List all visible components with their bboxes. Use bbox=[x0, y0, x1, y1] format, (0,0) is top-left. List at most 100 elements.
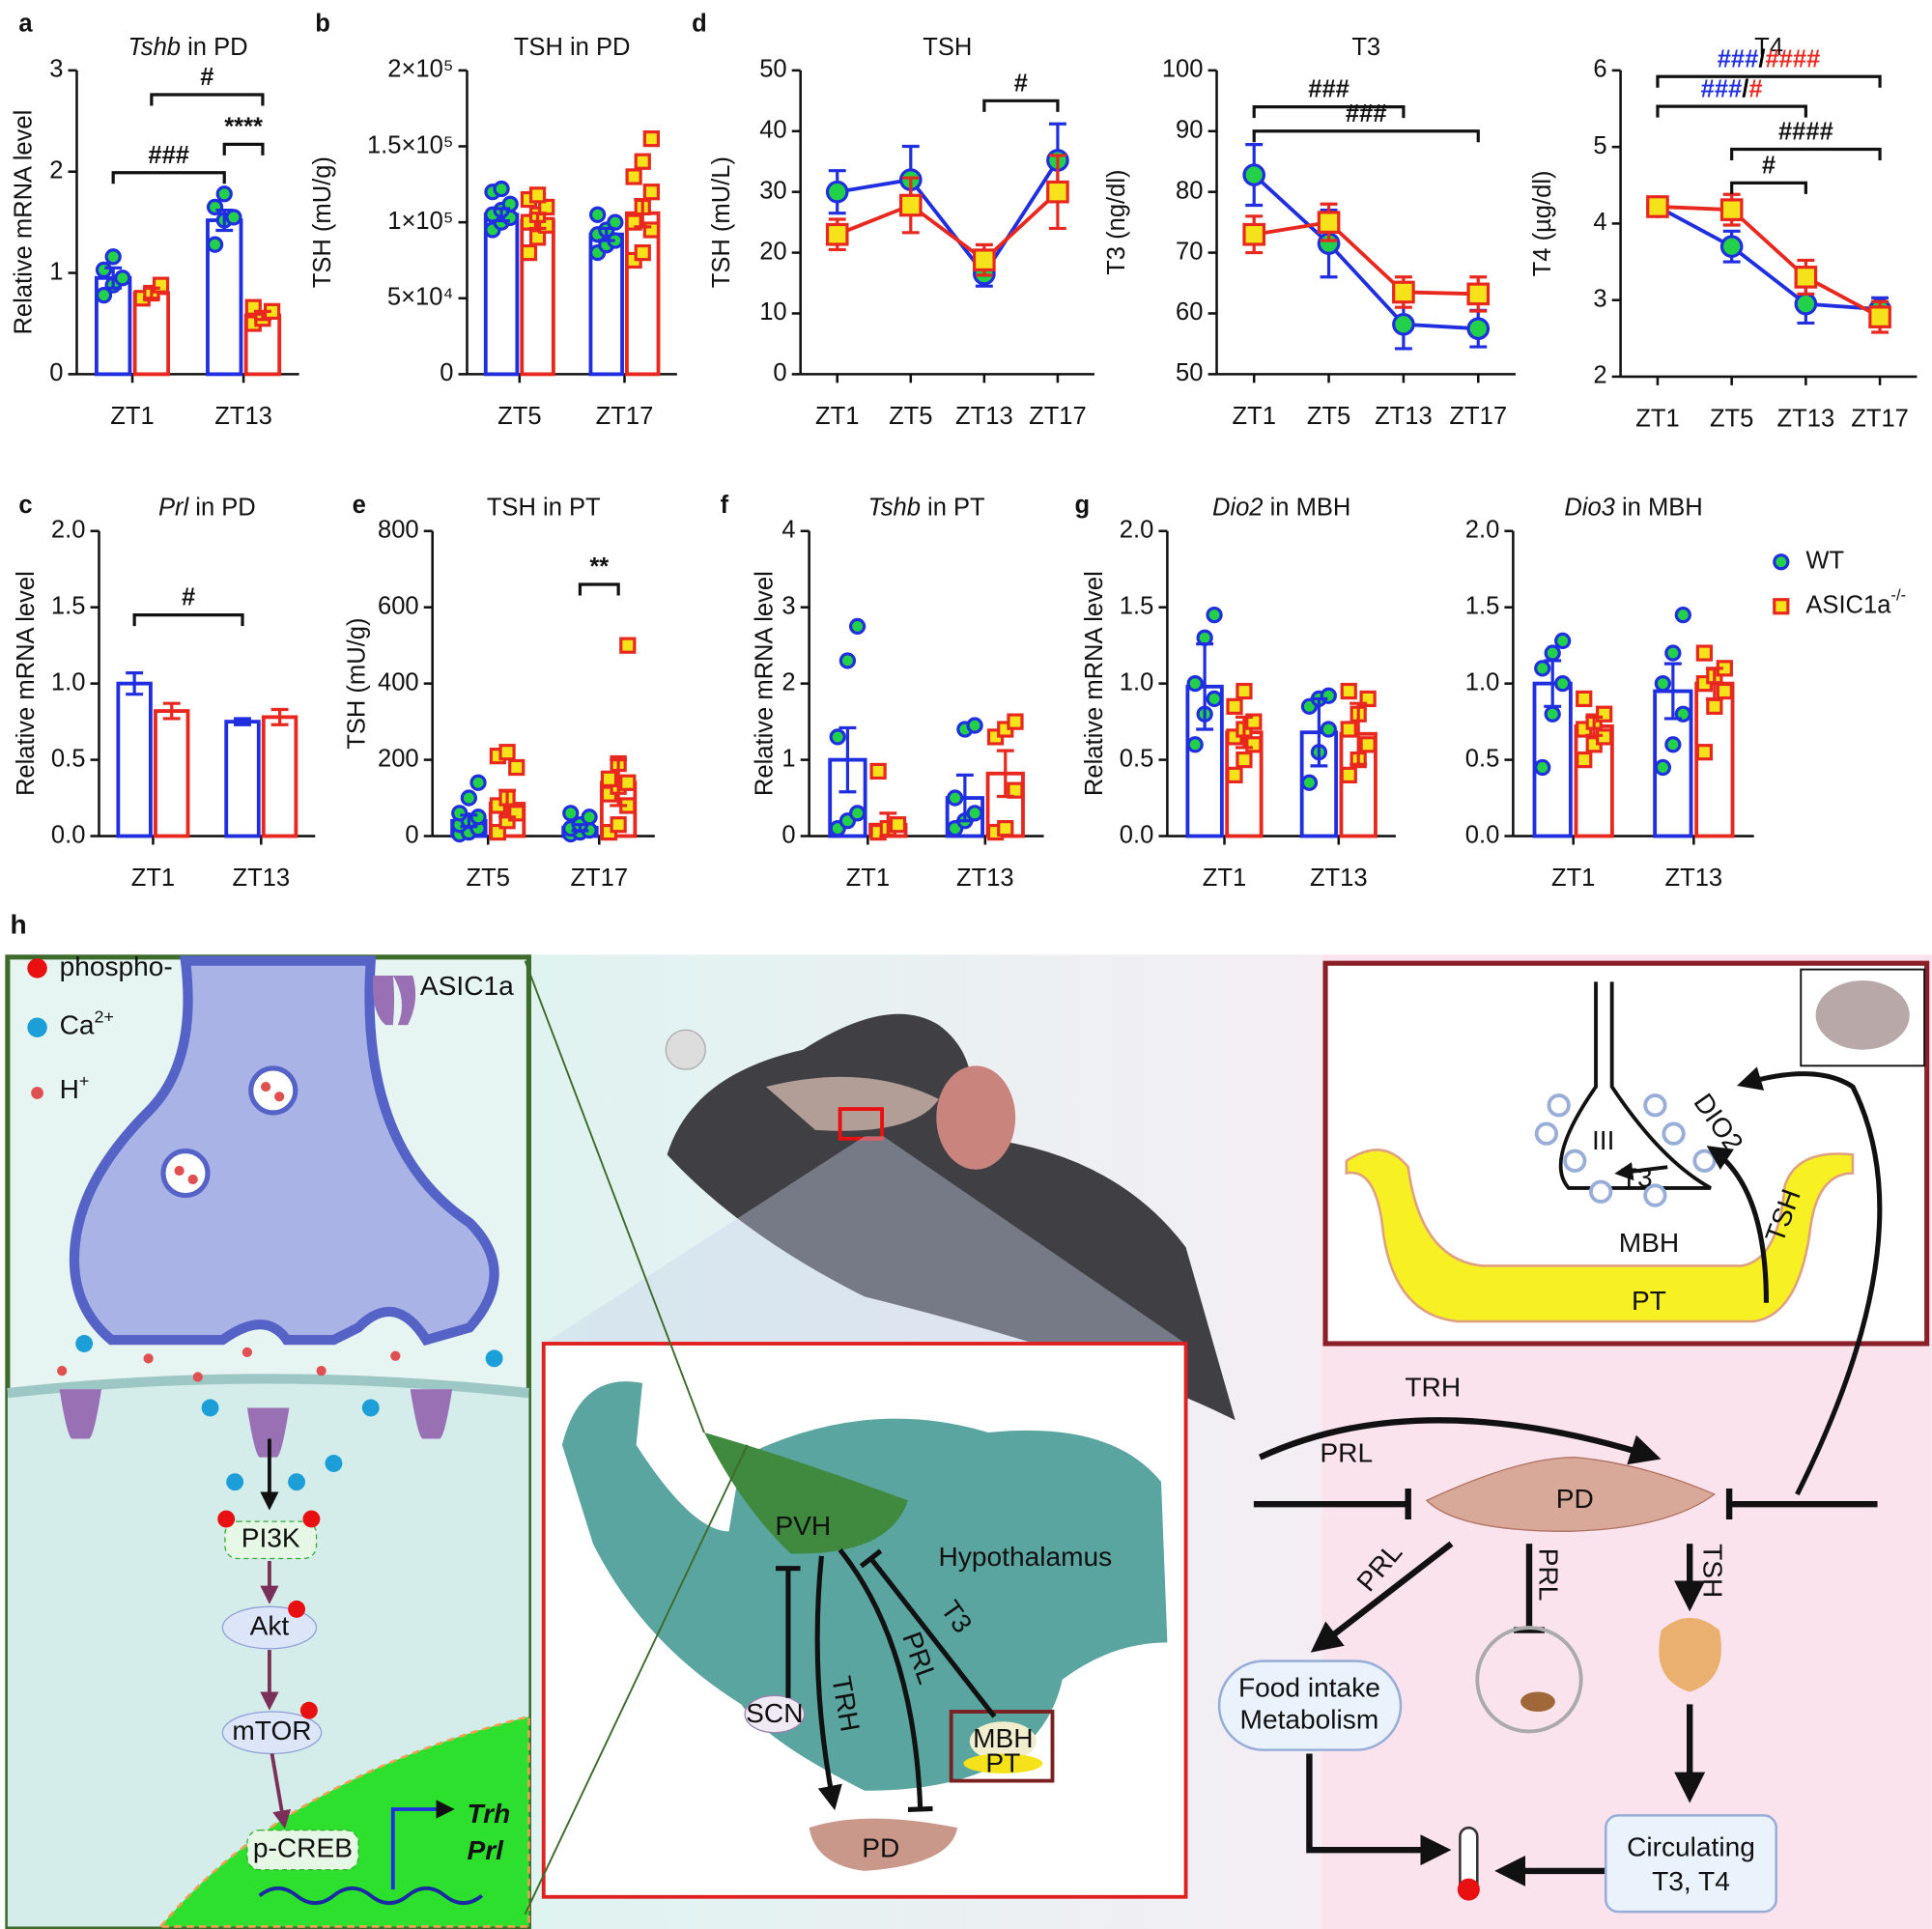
data-point bbox=[825, 180, 849, 204]
y-tick-label: 4 bbox=[1593, 209, 1606, 236]
y-tick-label: 1 bbox=[781, 745, 795, 772]
y-tick-label: 400 bbox=[378, 668, 419, 695]
data-point bbox=[95, 261, 113, 279]
y-tick-label: 2 bbox=[1593, 362, 1606, 389]
data-point bbox=[1317, 211, 1341, 234]
data-point bbox=[1242, 163, 1266, 186]
connector bbox=[524, 1444, 749, 1915]
mtor-box bbox=[221, 1711, 323, 1755]
proton bbox=[174, 1165, 185, 1177]
chart-title: Dio3 in MBH bbox=[1564, 494, 1702, 521]
data-point bbox=[1236, 682, 1253, 700]
pathway-node: mTOR bbox=[232, 1716, 311, 1745]
significance-label: ### bbox=[1346, 100, 1387, 128]
y-tick-label: 5 bbox=[1593, 132, 1606, 159]
data-point bbox=[460, 789, 478, 807]
significance-bracket bbox=[132, 612, 244, 627]
proton bbox=[390, 1350, 401, 1361]
data-point bbox=[206, 236, 224, 253]
food-label: Food intake bbox=[1238, 1672, 1380, 1702]
significance-bracket bbox=[578, 582, 620, 596]
chart-title: T4 bbox=[1754, 34, 1783, 61]
y-axis-label: T4 (µg/dl) bbox=[1529, 170, 1556, 276]
y-tick-label: 10 bbox=[759, 298, 786, 326]
y-tick-label: 50 bbox=[1176, 359, 1203, 386]
line bbox=[1657, 205, 1881, 319]
error-bar bbox=[838, 725, 857, 794]
significance-part: / bbox=[1742, 75, 1748, 102]
data-point bbox=[1695, 644, 1714, 662]
x-tick-label: ZT17 bbox=[596, 403, 654, 430]
y-tick-label: 600 bbox=[378, 592, 419, 619]
data-point bbox=[600, 770, 618, 787]
x-tick-label: ZT17 bbox=[1029, 403, 1087, 430]
pathway-arrows bbox=[260, 1561, 292, 1830]
x-tick-label: ZT13 bbox=[1777, 405, 1835, 432]
error-bar bbox=[253, 309, 271, 322]
title-text: TSH in PT bbox=[487, 494, 601, 521]
mbh-box bbox=[949, 1710, 1055, 1783]
data-point bbox=[1654, 758, 1672, 777]
significance-part: ### bbox=[1718, 45, 1759, 72]
data-point bbox=[1186, 675, 1204, 693]
y-tick-label: 1.0 bbox=[1120, 668, 1154, 695]
data-point bbox=[997, 820, 1014, 837]
error-bar bbox=[498, 788, 517, 819]
y-tick-label: 1×10⁵ bbox=[387, 208, 453, 235]
error-bar bbox=[879, 811, 897, 838]
line bbox=[1252, 173, 1479, 331]
x-tick-label: ZT13 bbox=[232, 865, 290, 892]
data-point bbox=[966, 805, 983, 822]
brain-arrows bbox=[788, 1550, 997, 1809]
proton-charge: + bbox=[79, 1071, 89, 1091]
data-point bbox=[947, 789, 964, 807]
mouse-icon bbox=[1520, 1691, 1555, 1712]
significance-bracket bbox=[1656, 104, 1807, 118]
data-point bbox=[1340, 766, 1357, 784]
legend-proton: H+ bbox=[60, 1071, 90, 1105]
thyroid bbox=[1659, 1617, 1721, 1692]
pvh bbox=[703, 1433, 908, 1554]
proton bbox=[57, 1366, 68, 1376]
y-tick-label: 0.0 bbox=[1465, 821, 1500, 848]
arrow bbox=[1614, 1162, 1668, 1181]
data-point bbox=[634, 243, 651, 262]
mouse-ear bbox=[936, 1065, 1016, 1170]
y-axis-label: Relative mRNA level bbox=[752, 571, 779, 796]
data-point bbox=[1554, 632, 1572, 650]
error-bar bbox=[1235, 715, 1253, 750]
significance-label: ###/#### bbox=[1718, 45, 1821, 72]
y-tick-label: 2.0 bbox=[1120, 517, 1154, 544]
bar bbox=[261, 715, 298, 838]
significance-bracket bbox=[1252, 129, 1480, 143]
data-point bbox=[1646, 195, 1669, 218]
calcium bbox=[201, 1399, 219, 1417]
y-tick-label: 1.5 bbox=[1120, 592, 1154, 619]
data-point bbox=[619, 774, 637, 791]
proton bbox=[242, 1347, 253, 1358]
data-point bbox=[528, 186, 547, 204]
title-text: in PD bbox=[188, 494, 256, 521]
error-bar bbox=[955, 773, 974, 823]
data-point bbox=[1320, 721, 1337, 738]
data-point bbox=[1392, 280, 1415, 304]
y-tick-label: 0 bbox=[405, 821, 418, 848]
inset-label: III bbox=[1592, 1125, 1614, 1155]
significance-bracket bbox=[150, 93, 265, 106]
ventricle bbox=[1558, 981, 1712, 1190]
y-tick-label: 4 bbox=[781, 517, 795, 544]
title-text: in MBH bbox=[1263, 494, 1350, 521]
x-tick-label: ZT17 bbox=[1851, 405, 1909, 432]
y-tick-label: 3 bbox=[781, 592, 795, 619]
brain-icon bbox=[1815, 980, 1910, 1050]
brain-label: MBH bbox=[973, 1723, 1033, 1753]
calcium bbox=[325, 1455, 343, 1472]
error-bar bbox=[1585, 715, 1604, 737]
data-point bbox=[619, 637, 637, 654]
pathway-node: PI3K bbox=[242, 1523, 300, 1553]
error-bar bbox=[1544, 659, 1562, 708]
panel-label: e bbox=[353, 492, 366, 519]
significance-part: / bbox=[1758, 45, 1765, 72]
data-point bbox=[848, 617, 867, 636]
